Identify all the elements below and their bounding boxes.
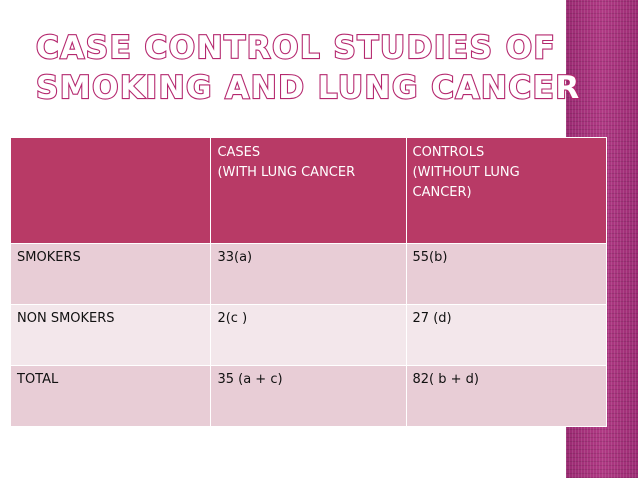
header-cases-label: CASES (WITH LUNG CANCER <box>217 145 356 180</box>
cell-smokers-controls: 55(b) <box>405 243 608 305</box>
cell-total-controls: 82( b + d) <box>405 365 608 427</box>
slide-title-line-1: CASE CONTROL STUDIES OF <box>35 29 557 67</box>
case-control-table: CASES (WITH LUNG CANCER CONTROLS (WITHOU… <box>9 137 608 427</box>
slide-title-line-2: SMOKING AND LUNG CANCER <box>35 69 581 107</box>
cell-total-cases: 35 (a + c) <box>210 365 407 427</box>
header-controls-label: CONTROLS (WITHOUT LUNG CANCER) <box>412 145 520 200</box>
header-cell-empty <box>9 137 212 244</box>
table-row-non-smokers: NON SMOKERS 2(c ) 27 (d) <box>9 304 608 366</box>
slide-title: CASE CONTROL STUDIES OF SMOKING AND LUNG… <box>35 28 581 108</box>
row-label-non-smokers: NON SMOKERS <box>9 304 212 366</box>
table-row-total: TOTAL 35 (a + c) 82( b + d) <box>9 365 608 427</box>
cell-non-smokers-cases: 2(c ) <box>210 304 407 366</box>
table-header-row: CASES (WITH LUNG CANCER CONTROLS (WITHOU… <box>9 137 608 244</box>
row-label-total: TOTAL <box>9 365 212 427</box>
cell-smokers-cases: 33(a) <box>210 243 407 305</box>
header-cell-cases: CASES (WITH LUNG CANCER <box>210 137 407 244</box>
header-cell-controls: CONTROLS (WITHOUT LUNG CANCER) <box>405 137 608 244</box>
table-row-smokers: SMOKERS 33(a) 55(b) <box>9 243 608 305</box>
row-label-smokers: SMOKERS <box>9 243 212 305</box>
cell-non-smokers-controls: 27 (d) <box>405 304 608 366</box>
